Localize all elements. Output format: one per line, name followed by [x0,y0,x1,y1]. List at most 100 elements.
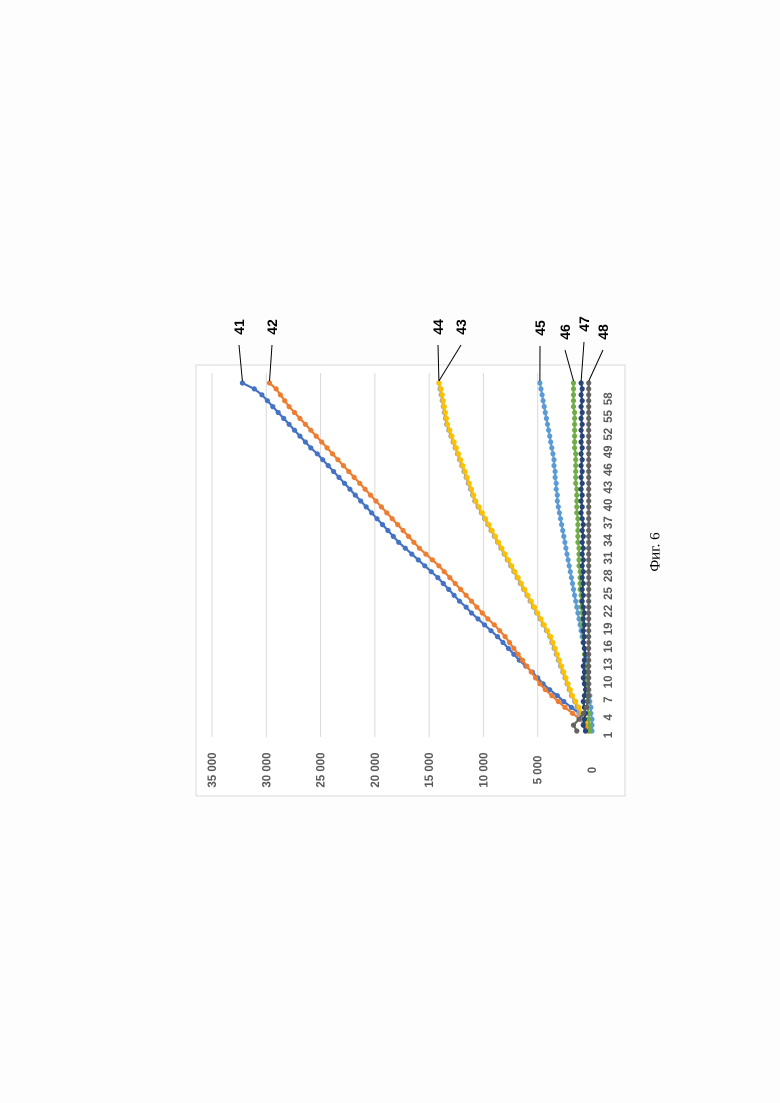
data-point [586,445,591,450]
data-point [469,487,474,492]
data-point [529,669,534,674]
data-point [462,469,467,474]
data-point [423,552,428,557]
data-point [581,581,586,586]
data-point [465,475,470,480]
data-point [416,557,421,562]
data-point [586,528,591,533]
data-point [544,416,549,421]
data-point [572,439,577,444]
data-point [581,546,586,551]
data-point [445,422,450,427]
x-tick-label: 10 [603,676,615,689]
data-point [566,681,571,686]
data-point [540,392,545,397]
data-point [490,528,495,533]
data-point [240,380,245,385]
data-point [522,587,527,592]
data-point [357,481,362,486]
data-point [270,404,275,409]
data-point [581,664,586,669]
data-point [586,610,591,615]
data-point [586,687,591,692]
data-point [297,416,302,421]
data-point [581,605,586,610]
data-point [586,599,591,604]
data-point [579,451,584,456]
data-point [457,599,462,604]
data-point [336,475,341,480]
data-point [512,569,517,574]
x-tick-label: 40 [603,499,615,512]
data-point [570,581,575,586]
data-point [549,445,554,450]
data-point [406,534,411,539]
data-point [417,546,422,551]
data-point [287,422,292,427]
x-tick-label: 31 [603,551,615,564]
data-point [259,392,264,397]
data-point [572,416,577,421]
data-point [586,386,591,391]
data-point [535,610,540,615]
data-point [292,410,297,415]
data-point [573,699,578,704]
callout-label-44: 44 [430,319,446,335]
chart-frame [196,365,625,796]
data-point [537,380,542,385]
data-point [395,522,400,527]
x-tick-label: 22 [603,605,615,618]
data-point [341,463,346,468]
data-point [443,410,448,415]
data-point [573,457,578,462]
data-point [571,398,576,403]
data-point [467,481,472,486]
data-point [581,675,586,680]
data-point [586,664,591,669]
data-point [586,428,591,433]
callout-label-42: 42 [264,319,280,335]
data-point [330,451,335,456]
data-point [580,575,585,580]
data-point [308,445,313,450]
data-point [586,534,591,539]
data-point [555,652,560,657]
data-point [458,457,463,462]
data-point [380,522,385,527]
data-point [482,622,487,627]
y-tick-label: 35 000 [207,752,219,787]
data-point [563,546,568,551]
data-point [574,728,579,733]
data-point [573,463,578,468]
data-point [571,404,576,409]
data-point [444,416,449,421]
data-point [488,628,493,633]
data-point [553,469,558,474]
data-point [586,628,591,633]
data-point [374,516,379,521]
data-point [563,675,568,680]
x-tick-label: 25 [603,586,615,599]
figure-caption: Фиг. 6 [648,532,665,571]
data-point [550,451,555,456]
data-point [500,640,505,645]
data-point [533,675,538,680]
data-point [581,557,586,562]
data-point [586,587,591,592]
data-point [537,681,542,686]
data-point [562,540,567,545]
x-tick-label: 34 [603,533,615,546]
data-point [581,522,586,527]
data-point [373,498,378,503]
data-point [586,616,591,621]
callout-label-41: 41 [231,319,247,335]
data-point [524,664,529,669]
data-point [586,510,591,515]
data-point [580,445,585,450]
data-point [363,487,368,492]
data-point [571,723,576,728]
data-point [276,410,281,415]
data-point [572,445,577,450]
data-point [580,587,585,592]
data-point [267,380,272,385]
